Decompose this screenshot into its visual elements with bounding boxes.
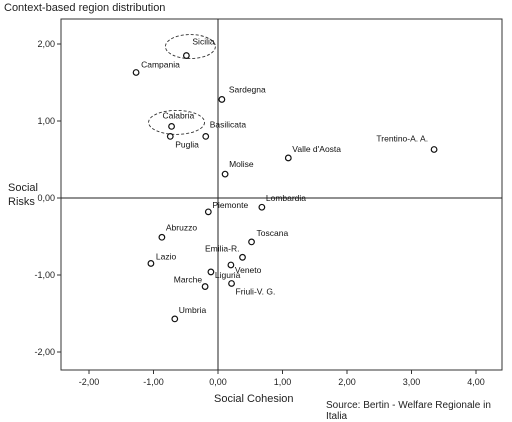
x-tick-label: -2,00 <box>79 377 100 387</box>
point-label-liguria: Liguria <box>215 270 241 280</box>
point-emilia-r <box>239 253 246 261</box>
point-umbria <box>171 315 179 323</box>
y-axis-label: Social Risks <box>8 182 38 208</box>
point-abruzzo <box>158 233 166 241</box>
point-veneto <box>227 261 235 269</box>
point-label-toscana: Toscana <box>257 228 289 238</box>
point-piemonte <box>204 208 212 216</box>
point-label-lombardia: Lombardia <box>266 193 306 203</box>
point-liguria <box>207 268 215 276</box>
x-tick-label: 0,00 <box>209 377 227 387</box>
y-tick-label: -1,00 <box>34 270 55 280</box>
point-label-sardegna: Sardegna <box>229 84 266 94</box>
plot-frame <box>60 18 503 371</box>
y-tick-label: 0,00 <box>37 193 55 203</box>
point-label-sicilia: Sicilia <box>192 37 214 47</box>
point-label-abruzzo: Abruzzo <box>166 222 197 232</box>
x-tick-label: 3,00 <box>403 377 421 387</box>
y-tick-label: 1,00 <box>37 116 55 126</box>
point-calabria <box>168 122 175 130</box>
point-label-puglia: Puglia <box>175 139 199 149</box>
point-label-valle-d-aosta: Valle d'Aosta <box>292 144 341 154</box>
point-label-veneto: Veneto <box>235 265 262 275</box>
x-tick-label: 2,00 <box>338 377 356 387</box>
x-tick-label: -1,00 <box>143 377 164 387</box>
point-label-campania: Campania <box>141 59 180 69</box>
chart-title: Context-based region distribution <box>4 2 166 14</box>
x-tick-label: 4,00 <box>467 377 485 387</box>
point-lombardia <box>258 203 266 211</box>
point-label-lazio: Lazio <box>156 251 177 261</box>
highlight-ellipse-calabria <box>148 109 206 135</box>
point-label-marche: Marche <box>174 275 203 285</box>
point-label-piemonte: Piemonte <box>212 200 248 210</box>
point-sardegna <box>218 96 226 103</box>
point-lazio <box>147 260 155 267</box>
point-valle-d-aosta <box>284 154 292 162</box>
point-label-friuli-v-g: Friuli-V. G. <box>236 286 276 296</box>
point-campania <box>132 69 140 76</box>
point-sicilia <box>182 52 190 59</box>
x-tick-label: 1,00 <box>274 377 292 387</box>
point-trentino-a-a <box>430 146 438 153</box>
point-basilicata <box>202 132 210 140</box>
point-label-calabria: Calabria <box>163 110 195 120</box>
point-label-molise: Molise <box>229 159 254 169</box>
highlight-ellipse-sicilia <box>164 34 216 59</box>
point-label-trentino-a-a: Trentino-A. A. <box>376 133 428 143</box>
point-label-umbria: Umbria <box>179 305 207 315</box>
point-molise <box>221 170 229 178</box>
point-marche <box>201 283 209 290</box>
point-puglia <box>166 132 174 140</box>
point-toscana <box>248 238 255 246</box>
point-friuli-v-g <box>228 280 235 287</box>
y-tick-label: 2,00 <box>37 39 55 49</box>
x-axis-label: Social Cohesion <box>214 393 294 405</box>
point-label-basilicata: Basilicata <box>210 119 247 129</box>
point-label-emilia-r: Emilia-R. <box>205 243 239 253</box>
y-tick-label: -2,00 <box>34 347 55 357</box>
